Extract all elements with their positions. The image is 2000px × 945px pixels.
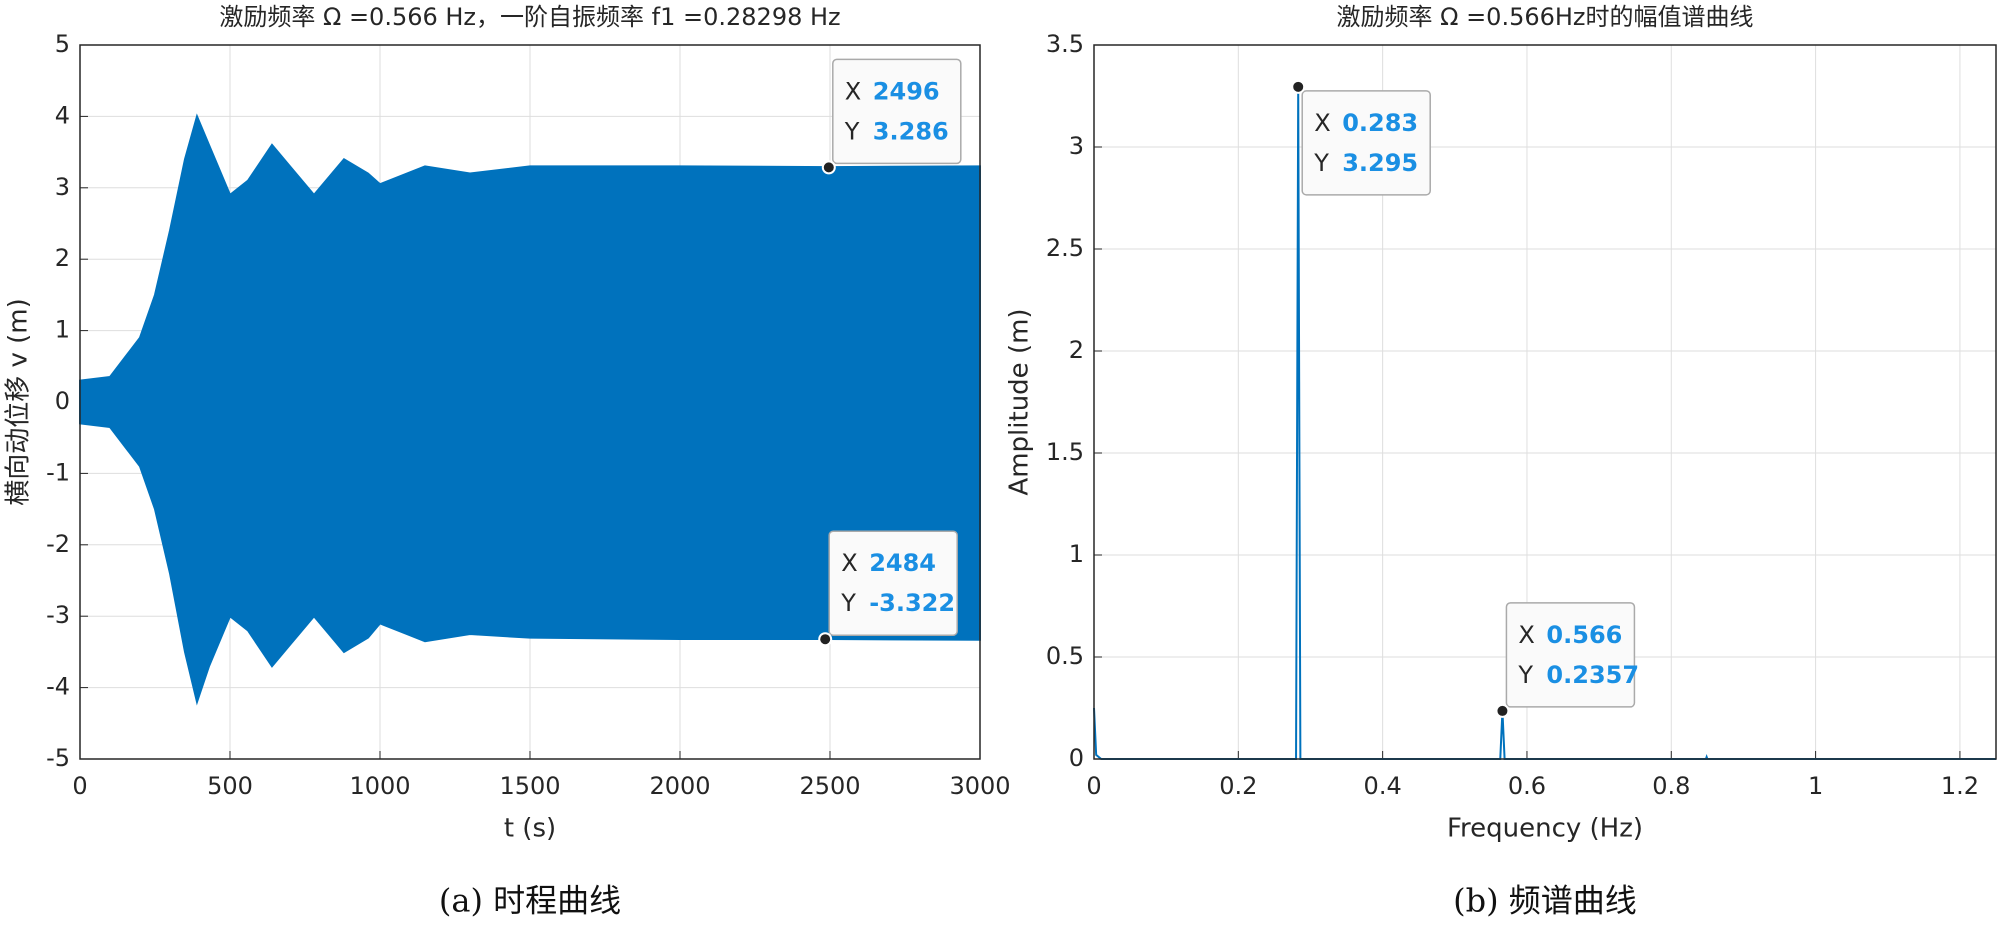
- y-tick-label: -2: [46, 530, 70, 558]
- x-tick-label: 1.2: [1941, 772, 1979, 800]
- x-tick-label: 3000: [949, 772, 1010, 800]
- datatip-point: [1495, 703, 1510, 718]
- datatip-x-value: 2496: [873, 77, 940, 105]
- datatip-x-label: X: [845, 77, 861, 105]
- chart-title: 激励频率 Ω =0.566Hz时的幅值谱曲线: [1336, 3, 1753, 31]
- x-tick-label: 0: [72, 772, 87, 800]
- x-tick-label: 1000: [349, 772, 410, 800]
- datatip-y-label: Y: [840, 589, 856, 617]
- y-tick-label: 1.5: [1046, 438, 1084, 466]
- y-tick-label: 4: [55, 101, 70, 129]
- y-tick-label: 3: [1069, 132, 1084, 160]
- y-tick-label: 0.5: [1046, 642, 1084, 670]
- y-tick-label: 0: [1069, 744, 1084, 772]
- x-tick-label: 2500: [799, 772, 860, 800]
- datatip-y-value: -3.322: [869, 589, 955, 617]
- datatip-x-value: 0.566: [1546, 621, 1622, 649]
- x-tick-label: 1: [1808, 772, 1823, 800]
- x-tick-label: 0: [1086, 772, 1101, 800]
- x-axis-label: t (s): [504, 814, 556, 844]
- y-tick-label: 2: [1069, 336, 1084, 364]
- y-tick-label: 3.5: [1046, 30, 1084, 58]
- datatip-box: [832, 58, 962, 165]
- y-tick-label: 3: [55, 173, 70, 201]
- y-tick-label: 5: [55, 30, 70, 58]
- datatip-box: [828, 530, 958, 636]
- datatip-point: [821, 160, 836, 175]
- datatip-x-label: X: [841, 549, 857, 577]
- x-tick-label: 0.4: [1364, 772, 1402, 800]
- x-tick-label: 500: [207, 772, 253, 800]
- datatip-x-value: 0.283: [1342, 109, 1418, 137]
- datatip-y-label: Y: [844, 117, 860, 145]
- y-tick-label: -4: [46, 673, 70, 701]
- signal-envelope: [79, 113, 981, 403]
- y-tick-label: 1: [55, 316, 70, 344]
- y-tick-label: -3: [46, 601, 70, 629]
- y-axis-label: 横向动位移 v (m): [4, 298, 34, 506]
- axes-box: [1093, 44, 1997, 760]
- y-tick-label: 2.5: [1046, 234, 1084, 262]
- datatip-x-label: X: [1518, 621, 1534, 649]
- datatip-y-value: 3.286: [873, 117, 949, 145]
- x-tick-label: 2000: [649, 772, 710, 800]
- datatip-point: [1291, 79, 1306, 94]
- chart-title: 激励频率 Ω =0.566 Hz，一阶自振频率 f1 =0.28298 Hz: [219, 3, 840, 31]
- x-tick-label: 0.2: [1219, 772, 1257, 800]
- caption: (b) 频谱曲线: [1453, 882, 1637, 920]
- datatip-x-label: X: [1314, 109, 1330, 137]
- signal-envelope: [79, 401, 981, 706]
- x-tick-label: 0.8: [1652, 772, 1690, 800]
- datatip-x-value: 2484: [869, 549, 936, 577]
- datatip-y-value: 0.2357: [1546, 661, 1639, 689]
- y-tick-label: 1: [1069, 540, 1084, 568]
- y-tick-label: 2: [55, 244, 70, 272]
- datatip-y-label: Y: [1313, 149, 1329, 177]
- x-axis-label: Frequency (Hz): [1447, 814, 1643, 844]
- datatip-box: [1301, 90, 1431, 196]
- datatip-point: [818, 632, 833, 647]
- datatip-box: [1505, 602, 1636, 708]
- x-tick-label: 1500: [499, 772, 560, 800]
- y-tick-label: -5: [46, 744, 70, 772]
- caption: (a) 时程曲线: [439, 882, 621, 920]
- x-tick-label: 0.6: [1508, 772, 1546, 800]
- axes-box: [79, 44, 981, 760]
- y-tick-label: -1: [46, 458, 70, 486]
- y-axis-label: Amplitude (m): [1005, 308, 1035, 495]
- y-tick-label: 0: [55, 387, 70, 415]
- datatip-y-value: 3.295: [1342, 149, 1418, 177]
- datatip-y-label: Y: [1517, 661, 1533, 689]
